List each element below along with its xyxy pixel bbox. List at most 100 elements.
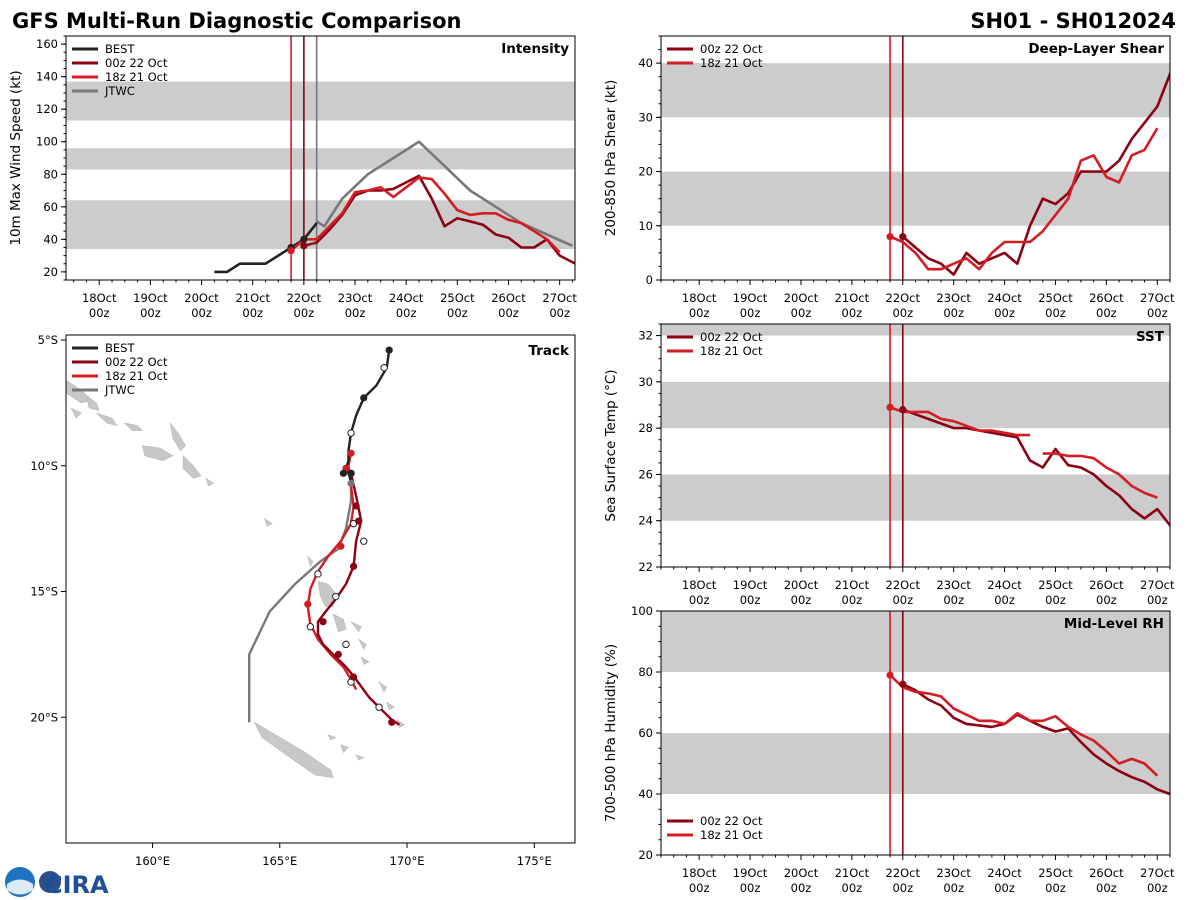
series-line-00z-22-oct: [901, 70, 1170, 276]
x-tick-label-date: 21Oct: [835, 866, 870, 880]
globe-icon: [39, 871, 61, 893]
x-tick-label-hour: 00z: [1045, 881, 1066, 895]
x-tick-label-hour: 00z: [1147, 306, 1168, 320]
y-tick-label: 120: [36, 102, 58, 116]
x-tick-label-date: 19Oct: [733, 578, 768, 592]
x-tick-label-date: 25Oct: [1038, 866, 1073, 880]
land-mass: [123, 422, 144, 431]
x-tick-label-hour: 00z: [994, 881, 1015, 895]
x-tick-label-hour: 00z: [549, 306, 570, 320]
x-tick-label-date: 22Oct: [287, 291, 322, 305]
rh-panel: 2040608010018Oct00z19Oct00z20Oct00z21Oct…: [603, 604, 1175, 895]
land-mass: [307, 555, 314, 568]
plot-area: [661, 611, 1170, 855]
threshold-band: [661, 63, 1170, 118]
y-axis-label: Sea Surface Temp (°C): [603, 369, 619, 521]
axes-frame: [660, 323, 1171, 568]
x-tick-label-hour: 00z: [943, 881, 964, 895]
land-mass: [85, 394, 100, 411]
x-tick-label-date: 27Oct: [1140, 866, 1175, 880]
data-point: [300, 242, 308, 250]
x-tick-label-hour: 00z: [994, 306, 1015, 320]
x-tick-label-date: 24Oct: [987, 578, 1022, 592]
data-point: [899, 680, 907, 688]
x-tick-label-hour: 00z: [1096, 881, 1117, 895]
x-tick-label-date: 22Oct: [886, 578, 921, 592]
track-point-filled: [360, 394, 368, 402]
y-tick-label: 40: [43, 232, 58, 246]
x-tick-label-date: 19Oct: [733, 866, 768, 880]
threshold-band: [66, 81, 575, 121]
data-point: [899, 406, 907, 414]
series-line-00z-22-oct: [902, 408, 1170, 527]
land-mass: [386, 701, 395, 711]
legend-label: 18z 21 Oct: [700, 344, 763, 358]
data-point: [300, 235, 308, 243]
legend-label: 00z 22 Oct: [700, 814, 763, 828]
y-tick-label: 80: [43, 167, 58, 181]
x-tick-label-date: 23Oct: [936, 866, 971, 880]
x-tick-label-date: 18Oct: [682, 578, 717, 592]
x-tick-label-hour: 00z: [396, 306, 417, 320]
threshold-band: [661, 324, 1170, 336]
track-point-open: [314, 570, 322, 578]
track-point-filled: [334, 650, 342, 658]
x-tick-label-hour: 00z: [689, 306, 710, 320]
land-mass: [360, 656, 370, 665]
y-tick-label: 28: [638, 421, 653, 435]
track-point-filled: [388, 718, 396, 726]
legend-label: 18z 21 Oct: [700, 828, 763, 842]
legend-label: 00z 22 Oct: [700, 330, 763, 344]
y-tick-label: 22: [638, 560, 653, 574]
land-mass: [317, 581, 337, 607]
x-tick-label-hour: 00z: [740, 306, 761, 320]
track-point-filled: [349, 562, 358, 570]
land-mass: [141, 445, 174, 462]
cira-text: CIRA: [45, 871, 109, 899]
legend-label: 18z 21 Oct: [700, 56, 763, 70]
y-axis-label: 200-850 hPa Shear (kt): [603, 80, 619, 237]
x-tick-label-date: 19Oct: [733, 291, 768, 305]
threshold-band: [661, 611, 1170, 672]
y-tick-label: 26: [638, 467, 653, 481]
shear-panel: 01020304018Oct00z19Oct00z20Oct00z21Oct00…: [603, 35, 1175, 320]
track-point-filled: [337, 542, 345, 550]
x-tick-label-date: 24Oct: [987, 291, 1022, 305]
x-tick-label-hour: 00z: [1096, 593, 1117, 607]
data-point: [886, 671, 894, 679]
land-mass: [357, 638, 367, 651]
legend-label: BEST: [105, 42, 135, 56]
x-tick-label-date: 25Oct: [1038, 291, 1073, 305]
y-tick-label: 60: [43, 200, 58, 214]
x-tick-label-hour: 00z: [447, 306, 468, 320]
x-tick-label-date: 18Oct: [682, 291, 717, 305]
x-tick-label-date: 21Oct: [835, 291, 870, 305]
x-tick-label-date: 24Oct: [987, 866, 1022, 880]
x-tick-label-hour: 00z: [345, 306, 366, 320]
x-tick-label: 160°E: [135, 854, 170, 868]
series-line-18z-21-oct: [889, 406, 1030, 437]
x-tick-label-hour: 00z: [191, 306, 212, 320]
track-point-open: [380, 363, 388, 372]
track-point-open: [306, 623, 315, 631]
track-point-filled: [347, 469, 355, 477]
land-mass: [253, 721, 334, 778]
y-tick-label: 60: [638, 726, 653, 740]
y-tick-label: 24: [638, 514, 653, 528]
data-point: [886, 233, 894, 241]
x-tick-label-date: 26Oct: [1089, 866, 1124, 880]
x-tick-label-date: 19Oct: [133, 291, 168, 305]
x-tick-label-date: 26Oct: [1089, 578, 1124, 592]
data-point: [886, 403, 894, 411]
x-tick-label-hour: 00z: [892, 881, 913, 895]
land-mass: [327, 734, 337, 741]
x-tick-label-hour: 00z: [842, 593, 863, 607]
y-axis-label: 10m Max Wind Speed (kt): [8, 70, 24, 245]
axes-frame: [65, 334, 576, 844]
track-point-filled: [304, 600, 312, 608]
x-tick-label-hour: 00z: [892, 306, 913, 320]
plot-area: [66, 36, 575, 280]
y-tick-label: 20°S: [30, 710, 58, 724]
x-tick-label-date: 25Oct: [1038, 578, 1073, 592]
